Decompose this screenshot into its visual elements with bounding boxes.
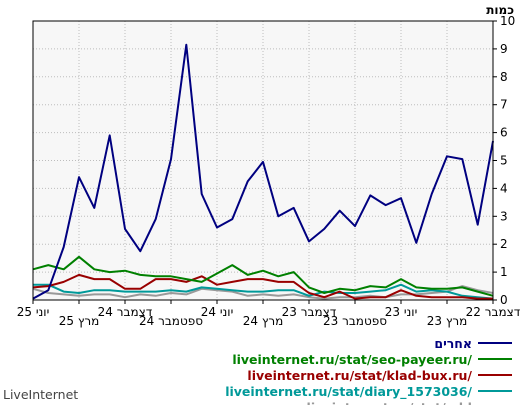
legend: אחריםliveinternet.ru/stat/seo-payeer.ru/… bbox=[225, 336, 512, 405]
y-tick-label: 5 bbox=[500, 154, 508, 168]
plot-frame bbox=[32, 20, 494, 301]
legend-entry: liveinternet.ru/stat/klad-bux.ru/ bbox=[247, 368, 472, 383]
y-tick-label: 6 bbox=[500, 126, 508, 140]
y-tick-label: 8 bbox=[500, 70, 508, 84]
y-tick-label: 10 bbox=[500, 14, 515, 28]
x-tick-label: יוני 23 bbox=[385, 305, 418, 319]
y-tick-label: 7 bbox=[500, 98, 508, 112]
series-lines bbox=[32, 43, 494, 300]
x-tick-label: יוני 24 bbox=[201, 305, 234, 319]
x-tick-label: דצמבר 22 bbox=[466, 305, 520, 319]
series-line bbox=[32, 43, 494, 300]
series-line bbox=[32, 273, 493, 300]
plot-area bbox=[33, 21, 493, 300]
series-line bbox=[32, 285, 494, 300]
y-tick-label: 3 bbox=[500, 209, 508, 223]
series-line bbox=[32, 255, 494, 297]
y-tick-label: 2 bbox=[500, 237, 508, 251]
y-tick-label: 1 bbox=[500, 265, 508, 279]
legend-entry: liveinternet.ru/stat/diary_1573036/ bbox=[225, 384, 472, 400]
x-tick-label: מרץ 24 bbox=[243, 314, 284, 328]
x-tick-label: מרץ 25 bbox=[59, 314, 100, 328]
x-tick-label: דצמבר 24 bbox=[98, 305, 153, 319]
y-tick-label: 9 bbox=[500, 42, 508, 56]
y-axis-label: כמות bbox=[486, 3, 514, 17]
y-tick-label: 0 bbox=[500, 293, 508, 307]
x-tick-label: ספטמבר 24 bbox=[139, 314, 203, 328]
legend-entry: liveinternet.ru/stat/seo-payeer.ru/ bbox=[232, 352, 472, 367]
x-tick-label: דצמבר 23 bbox=[282, 305, 337, 319]
legend-entry: אחרים bbox=[434, 336, 472, 351]
y-tick-label: 4 bbox=[500, 181, 508, 195]
x-tick-label: מרץ 23 bbox=[427, 314, 468, 328]
y-axis-ticks: 0 1 2 3 4 5 6 7 8 9 10 bbox=[493, 14, 515, 307]
series-line bbox=[33, 283, 494, 300]
x-tick-label: יוני 25 bbox=[17, 305, 50, 319]
legend-entry: liveinternet.ru/stat/add bbox=[307, 400, 472, 405]
x-tick-label: ספטמבר 23 bbox=[323, 314, 387, 328]
brand-logo-text: LiveInternet bbox=[3, 387, 78, 402]
